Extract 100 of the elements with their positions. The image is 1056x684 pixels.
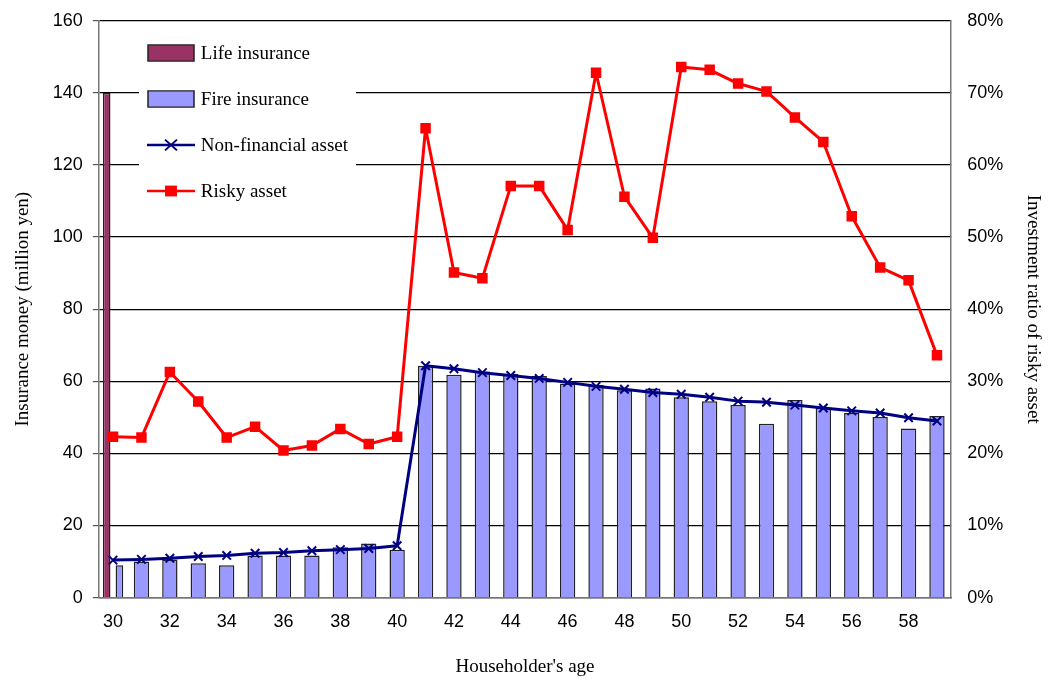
y2-tick-label: 50% [967,226,1004,247]
point [874,407,886,419]
x-tick-label: 36 [273,611,294,632]
y-tick-label: 80 [62,298,83,319]
point [448,363,460,374]
point [391,540,403,551]
x-tick-label: 50 [671,611,692,632]
point [505,180,517,192]
y2-axis-title: Investment ratio of risky asset [1023,194,1045,425]
point [647,387,659,398]
y-tick-label: 40 [62,442,83,463]
y-tick-label: 140 [52,81,83,102]
point [676,61,687,73]
point [590,381,602,392]
x-tick-label: 52 [728,611,749,632]
point [761,396,772,408]
point [874,262,886,273]
point [363,438,374,450]
point [789,399,801,411]
x-tick-label: 34 [216,611,237,632]
x-axis-title: Householder's age [455,654,595,676]
x-tick-label: 56 [841,611,862,632]
point [221,550,232,561]
point [420,122,431,134]
legend-label: Fire insurance [200,87,309,110]
point [846,210,857,222]
point [704,391,715,403]
point [533,373,545,384]
point [562,224,573,236]
point [931,350,943,361]
point [193,396,204,407]
point [619,191,630,202]
y2-tick-label: 80% [967,9,1004,30]
point [619,383,630,395]
point [562,377,573,388]
point [306,545,318,556]
point [306,440,318,451]
point [107,554,119,566]
point [789,112,801,123]
point [136,554,147,565]
point [477,272,488,284]
point [107,431,119,443]
x-tick-label: 46 [557,611,578,632]
point [818,136,829,148]
x-tick-label: 54 [784,611,805,632]
point [533,180,545,192]
x-tick-label: 38 [330,611,351,632]
point [249,421,261,432]
legend-label: Risky asset [200,179,287,202]
y-tick-label: 120 [52,153,83,174]
legend-label: Non-financial asset [200,133,349,156]
point [448,267,460,278]
point [931,415,943,427]
y-tick-label: 160 [52,9,83,30]
y-tick-label: 100 [52,226,83,247]
point [732,395,744,407]
x-tick-label: 42 [443,611,464,632]
x-tick-label: 40 [387,611,408,632]
y2-tick-label: 20% [967,442,1004,463]
point [164,366,176,378]
point [903,275,914,286]
point [249,548,261,559]
point [761,86,772,97]
point [420,360,431,372]
point [732,78,744,89]
x-tick-label: 48 [614,611,635,632]
point [221,432,232,443]
point [363,543,374,554]
x-tick-label: 58 [898,611,919,632]
point [164,553,176,564]
point [676,389,687,400]
y-tick-label: 60 [62,370,83,391]
y2-tick-label: 60% [967,153,1004,174]
point [391,431,403,443]
x-tick-label: 44 [500,611,521,632]
point [647,232,659,244]
point [335,423,346,435]
point [136,432,147,443]
x-tick-label: 32 [159,611,180,632]
y-tick-label: 20 [62,514,83,535]
y2-tick-label: 10% [967,514,1004,535]
y2-tick-label: 30% [967,370,1004,391]
point [505,370,517,381]
point [818,402,829,414]
point [704,64,715,76]
y2-tick-label: 70% [967,81,1004,102]
y-tick-label: 0 [72,586,83,607]
point [903,412,914,423]
y2-tick-label: 0% [967,586,994,607]
point [335,544,346,555]
point [846,405,857,417]
legend-label: Life insurance [200,41,311,64]
y-axis-title: Insurance money (million yen) [11,191,34,427]
point [193,551,204,562]
x-tick-label: 30 [103,611,124,632]
point [590,67,602,78]
y2-tick-label: 40% [967,298,1004,319]
point [278,445,289,456]
point [477,367,488,378]
point [278,547,289,558]
